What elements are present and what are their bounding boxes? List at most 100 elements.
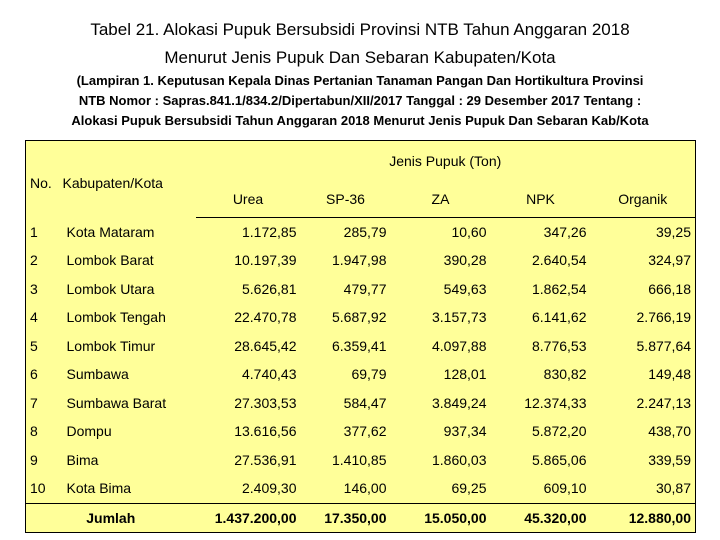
cell: 28.645,42 <box>234 337 297 354</box>
cell: 10.197,39 <box>234 252 297 269</box>
cell: 69,25 <box>451 480 487 497</box>
row: 8 Dompu 13.616,56 377,62 937,34 5.872,20 438,7… <box>26 417 696 446</box>
cell: Sumbawa <box>66 366 129 383</box>
cell: 22.470,78 <box>234 309 297 326</box>
cell: 549,63 <box>443 280 487 297</box>
subtitle: Alokasi Pupuk Bersubsidi Tahun Anggaran … <box>71 113 649 128</box>
cell: 609,10 <box>543 480 587 497</box>
total-cell: 45.320,00 <box>490 502 591 533</box>
row: 2 Lombok Barat 10.197,39 1.947,98 390,28 2.64… <box>26 246 696 275</box>
header-cell: Kabupaten/Kota <box>62 175 163 191</box>
cell: 377,62 <box>343 423 387 440</box>
cell: 9 <box>30 451 38 468</box>
cell: 39,25 <box>655 223 692 240</box>
cell: Lombok Timur <box>66 337 156 354</box>
cell: 128,01 <box>443 366 487 383</box>
cell: 4.097,88 <box>432 337 487 354</box>
row: 7 Sumbawa Barat 27.303,53 584,47 3.849,24 12.… <box>26 389 696 418</box>
header-cell: SP-36 <box>300 180 391 218</box>
cell: 3.157,73 <box>432 309 487 326</box>
cell: 149,48 <box>648 366 692 383</box>
subtitle: (Lampiran 1. Keputusan Kepala Dinas Pert… <box>76 73 644 88</box>
row: 9 Bima 27.536,91 1.410,85 1.860,03 5.865,06 33… <box>26 446 696 475</box>
cell: 1.172,85 <box>242 223 297 240</box>
cell: 8 <box>30 423 38 440</box>
cell: Lombok Tengah <box>66 309 166 326</box>
cell: Dompu <box>66 423 112 440</box>
cell: 1.862,54 <box>532 280 587 297</box>
total-cell: 17.350,00 <box>300 502 391 533</box>
row: 3 Lombok Utara 5.626,81 479,77 549,63 1.862,5… <box>26 275 696 304</box>
row: 1 Kota Mataram 1.172,85 285,79 10,60 347,26 39… <box>26 217 696 246</box>
header-cell: NPK <box>490 180 591 218</box>
group-header: Jenis Pupuk (Ton) <box>389 152 502 169</box>
cell: 8.776,53 <box>532 337 587 354</box>
cell: 5.687,92 <box>332 309 387 326</box>
cell: 5.877,64 <box>636 337 692 354</box>
cell: 438,70 <box>648 423 692 440</box>
cell: 937,34 <box>443 423 487 440</box>
cell: 830,82 <box>543 366 587 383</box>
cell: 339,59 <box>648 451 692 468</box>
cell: 6.359,41 <box>332 337 387 354</box>
cell: 5 <box>30 337 38 354</box>
cell: Kota Mataram <box>66 223 155 240</box>
cell: 7 <box>30 394 38 411</box>
cell: 1.410,85 <box>332 451 387 468</box>
cell: 10 <box>30 480 46 497</box>
header-cell: Urea <box>195 180 301 218</box>
cell: 30,87 <box>655 480 692 497</box>
cell: 3.849,24 <box>432 394 487 411</box>
cell: 12.374,33 <box>524 394 587 411</box>
cell: 10,60 <box>451 223 487 240</box>
header-cell: Organik <box>590 180 696 218</box>
cell: 1.860,03 <box>432 451 487 468</box>
cell: 2.640,54 <box>532 252 587 269</box>
cell: 27.303,53 <box>234 394 297 411</box>
total-cell: 15.050,00 <box>390 502 491 533</box>
total-cell: Jumlah <box>25 502 196 533</box>
cell: 6 <box>30 366 38 383</box>
cell: 6.141,62 <box>532 309 587 326</box>
cell: 27.536,91 <box>234 451 297 468</box>
cell: Bima <box>66 451 99 468</box>
cell: 13.616,56 <box>234 423 297 440</box>
total-cell: 1.437.200,00 <box>195 502 301 533</box>
cell: 285,79 <box>343 223 387 240</box>
cell: 347,26 <box>543 223 587 240</box>
cell: 2.247,13 <box>636 394 692 411</box>
row: 5 Lombok Timur 28.645,42 6.359,41 4.097,88 8.… <box>26 332 696 361</box>
cell: 584,47 <box>343 394 387 411</box>
cell: 2.409,30 <box>242 480 297 497</box>
total-cell: 12.880,00 <box>590 502 696 533</box>
cell: 479,77 <box>343 280 387 297</box>
cell: 390,28 <box>443 252 487 269</box>
cell: 4 <box>30 309 38 326</box>
cell: 5.626,81 <box>242 280 297 297</box>
cell: Sumbawa Barat <box>66 394 167 411</box>
cell: 1 <box>30 223 38 240</box>
cell: Kota Bima <box>66 480 132 497</box>
cell: 69,79 <box>351 366 387 383</box>
cell: Lombok Utara <box>66 280 155 297</box>
table: No. Kabupaten/Kota Jenis Pupuk (Ton) Ure… <box>25 140 697 533</box>
cell: 2.766,19 <box>636 309 692 326</box>
row: 4 Lombok Tengah 22.470,78 5.687,92 3.157,73 6… <box>26 303 696 332</box>
cell: 2 <box>30 252 38 269</box>
subtitle: NTB Nomor : Sapras.841.1/834.2/Dipertabu… <box>78 93 642 108</box>
cell: 1.947,98 <box>332 252 387 269</box>
row: 10 Kota Bima 2.409,30 146,00 69,25 609,10 30,8… <box>26 474 696 503</box>
cell: 4.740,43 <box>242 366 297 383</box>
cell: 666,18 <box>648 280 692 297</box>
cell: 3 <box>30 280 38 297</box>
header-cell: ZA <box>390 180 491 218</box>
cell: 5.872,20 <box>532 423 587 440</box>
cell: 324,97 <box>648 252 692 269</box>
cell: 146,00 <box>343 480 387 497</box>
title: Tabel 21. Alokasi Pupuk Bersubsidi Provi… <box>90 20 630 39</box>
total-row: Jumlah 1.437.200,00 17.350,00 15.050,00 45.3… <box>25 502 696 533</box>
cell: Lombok Barat <box>66 252 154 269</box>
header-cell: No. <box>30 175 52 191</box>
cell: 5.865,06 <box>532 451 587 468</box>
